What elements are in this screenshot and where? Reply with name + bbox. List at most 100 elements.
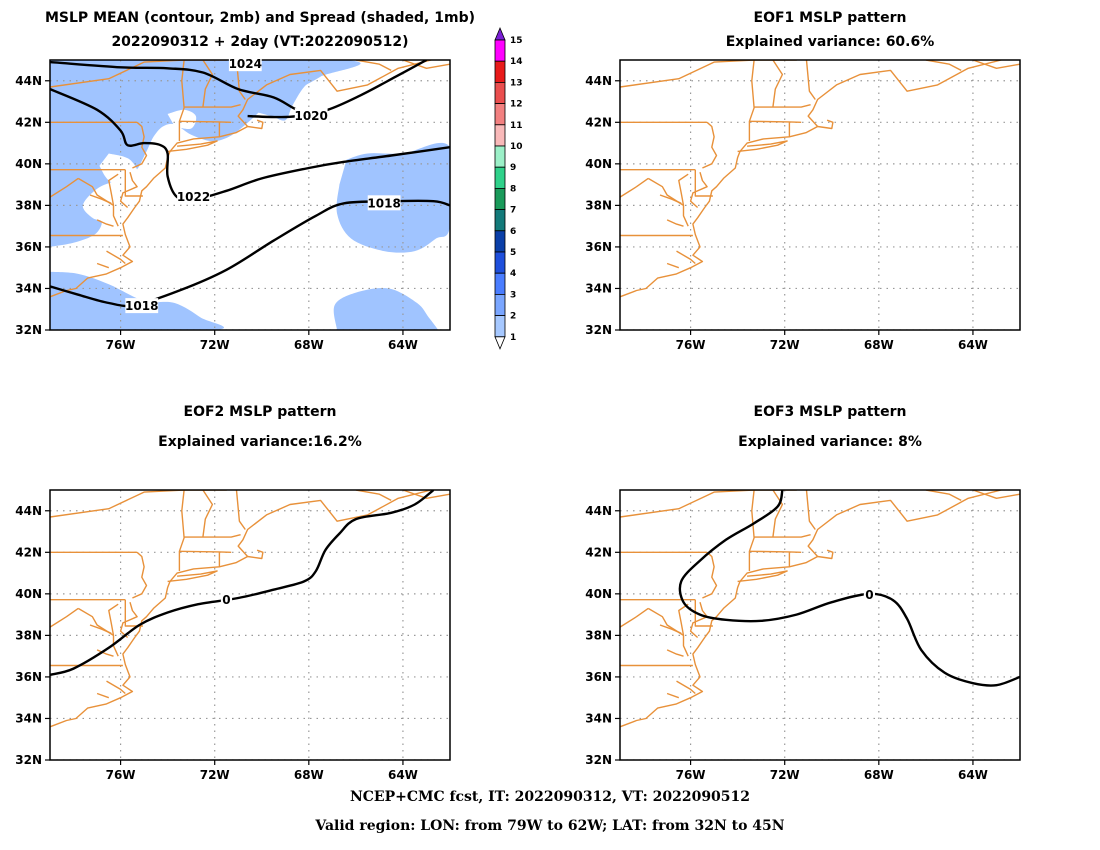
coastline-border (202, 490, 214, 538)
contour-line (50, 490, 435, 676)
coastline-border (620, 490, 799, 518)
coastline-border (96, 649, 114, 657)
y-tick-label: 32N (585, 323, 612, 337)
contour-label: 0 (222, 593, 230, 607)
coastline-border (748, 490, 755, 571)
contour-label: 1024 (229, 57, 262, 71)
colorbar-segment (494, 60, 506, 83)
y-tick-label: 32N (15, 753, 42, 767)
colorbar-segment (494, 103, 506, 126)
spread-shading-region (333, 287, 439, 330)
y-tick-label: 44N (585, 74, 612, 88)
panel3-title: EOF2 MSLP pattern (183, 404, 337, 420)
panel1-subtitle: 2022090312 + 2day (VT:2022090512) (111, 34, 409, 50)
y-tick-label: 38N (585, 198, 612, 212)
y-tick-label: 42N (15, 545, 42, 559)
colorbar-segment (494, 272, 506, 295)
coastline-border (805, 60, 816, 100)
coastline-border (96, 692, 110, 699)
contour-label: 1022 (177, 190, 210, 204)
panel2-title: EOF1 MSLP pattern (753, 10, 907, 26)
coastline-border (620, 60, 1002, 298)
coastline-border (676, 680, 696, 695)
y-tick-label: 40N (585, 587, 612, 601)
colorbar-segment (494, 124, 506, 147)
y-tick-label: 34N (15, 281, 42, 295)
y-tick-label: 32N (585, 753, 612, 767)
y-tick-label: 36N (585, 670, 612, 684)
coastline-border (925, 60, 962, 72)
coastline-border (202, 60, 214, 108)
coastline-border (402, 60, 450, 69)
contour-line (50, 87, 450, 202)
colorbar-label: 12 (510, 100, 523, 110)
colorbar-label: 5 (510, 248, 516, 258)
coastline-border (50, 490, 432, 728)
spread-shading-region (50, 60, 361, 247)
coastline-border (702, 121, 718, 169)
contour-line (247, 60, 428, 119)
y-tick-label: 42N (15, 115, 42, 129)
x-tick-label: 76W (106, 768, 136, 782)
coastline-border (925, 490, 962, 502)
x-tick-label: 76W (106, 338, 136, 352)
contour-label: 1018 (125, 299, 158, 313)
y-tick-label: 40N (15, 587, 42, 601)
coastline-border (108, 603, 119, 657)
colorbar-segment (494, 145, 506, 168)
coastline-border (817, 549, 834, 560)
y-tick-label: 36N (15, 670, 42, 684)
coastline-border (108, 173, 119, 227)
x-tick-label: 72W (770, 768, 800, 782)
coastline-border (50, 177, 79, 198)
panel4-subtitle: Explained variance: 8% (738, 434, 922, 450)
coastline-border (184, 104, 241, 108)
panel1-mslp-mean-map: 1024 1022 1020 1018 1018 76W 72W 68W 64W 32N 34N 36… (15, 56, 451, 352)
colorbar-label: 10 (510, 142, 523, 152)
x-tick-label: 68W (294, 768, 324, 782)
panel1-title: MSLP MEAN (contour, 2mb) and Spread (sha… (45, 10, 475, 26)
coastline-border (106, 680, 126, 695)
coastline-border (620, 490, 1002, 728)
y-tick-label: 32N (15, 323, 42, 337)
colorbar-label: 1 (510, 333, 516, 343)
colorbar-segment (494, 166, 506, 189)
contour-label: 0 (865, 588, 873, 602)
x-tick-label: 64W (388, 338, 418, 352)
x-tick-label: 68W (864, 768, 894, 782)
coastline-border (647, 607, 684, 636)
colorbar-segment (494, 315, 506, 338)
coastline-border (167, 570, 218, 583)
coastline-border (772, 60, 784, 108)
y-tick-label: 40N (15, 157, 42, 171)
footer-line-1: NCEP+CMC fcst, IT: 2022090312, VT: 20220… (349, 789, 751, 805)
coastline-border (702, 551, 718, 599)
colorbar-label: 14 (510, 57, 523, 67)
y-tick-label: 36N (15, 240, 42, 254)
x-tick-label: 72W (200, 768, 230, 782)
coastline-border (972, 60, 1020, 69)
coastline-border (119, 602, 138, 639)
coastline-border (96, 262, 110, 269)
colorbar-label: 8 (510, 184, 516, 194)
x-tick-label: 72W (200, 338, 230, 352)
spread-shading-region (247, 60, 322, 121)
contour-label: 1020 (294, 109, 327, 123)
coastline-border (689, 172, 708, 209)
coastline-border (694, 169, 713, 197)
coastline-border (678, 173, 689, 227)
coastline-border (402, 490, 450, 499)
y-tick-label: 42N (585, 545, 612, 559)
coastline-border (167, 140, 218, 153)
colorbar-segment (494, 251, 506, 274)
y-tick-label: 38N (15, 198, 42, 212)
coastline-border (247, 119, 264, 130)
coastline-border (50, 607, 79, 628)
coastline-border (50, 60, 432, 298)
colorbar-segment (494, 293, 506, 316)
x-tick-label: 64W (388, 768, 418, 782)
p4-plot-area (620, 490, 1020, 760)
coastline-border (666, 262, 680, 269)
x-tick-label: 64W (958, 338, 988, 352)
